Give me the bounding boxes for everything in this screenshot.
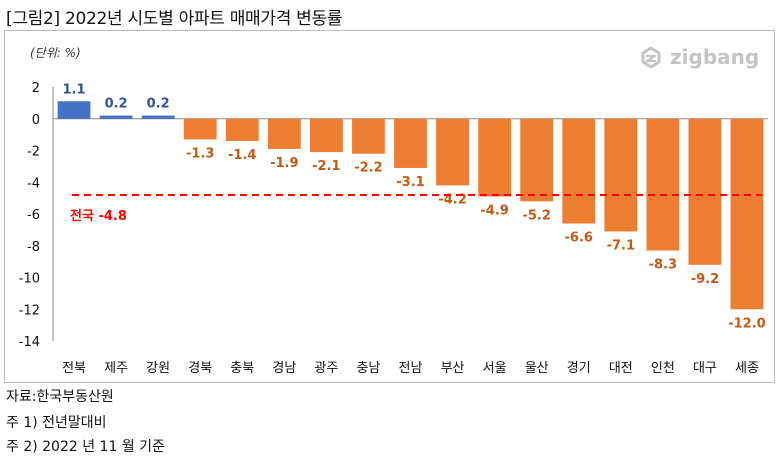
x-tick-label: 부산: [441, 361, 465, 376]
data-label: -5.2: [522, 208, 550, 223]
y-tick-label: -6: [27, 208, 40, 223]
bar-인천: [646, 118, 680, 251]
y-tick-label: -2: [27, 145, 40, 160]
zigbang-logo: zigbang: [638, 44, 759, 70]
bar-충남: [352, 118, 385, 154]
y-tick-label: 0: [32, 113, 40, 128]
bar-광주: [309, 118, 343, 153]
unit-label: (단위: %): [30, 46, 81, 60]
bar-경기: [562, 118, 596, 224]
bar-전북: [57, 101, 91, 119]
x-tick-label: 울산: [525, 361, 549, 376]
x-tick-label: 경북: [188, 361, 212, 376]
figure-title: [그림2] 2022년 시도별 아파트 매매가격 변동률: [6, 9, 343, 29]
data-label: -4.2: [438, 192, 466, 207]
x-tick-label: 충북: [230, 361, 254, 376]
data-label: 0.2: [105, 97, 128, 112]
bar-강원: [141, 115, 175, 119]
bar-울산: [520, 118, 554, 202]
data-label: -1.4: [228, 148, 256, 163]
y-tick-label: -12: [19, 303, 40, 318]
zigbang-logo-icon: [638, 44, 664, 70]
national-average-label: 전국 -4.8: [70, 208, 127, 224]
footnote-2: 주 2) 2022 년 11 월 기준: [6, 439, 165, 455]
x-tick-label: 인천: [651, 361, 675, 376]
bar-경북: [183, 118, 217, 140]
bar-서울: [478, 118, 512, 197]
x-tick-label: 세종: [735, 361, 759, 376]
x-tick-label: 대전: [609, 361, 633, 376]
data-label: -8.3: [649, 258, 677, 273]
data-label: -9.2: [691, 272, 719, 287]
bar-세종: [730, 118, 764, 310]
data-label: -2.1: [312, 159, 340, 174]
bar-제주: [99, 115, 133, 119]
data-label: -12.0: [728, 316, 765, 331]
footnote-1: 주 1) 전년말대비: [6, 415, 107, 431]
x-tick-label: 경남: [272, 361, 296, 376]
x-tick-label: 대구: [693, 361, 717, 376]
x-tick-label: 광주: [314, 361, 338, 376]
data-label: -1.3: [186, 146, 214, 161]
data-label: -1.9: [270, 156, 298, 171]
x-tick-label: 경기: [567, 361, 591, 376]
data-label: -3.1: [396, 175, 424, 190]
y-tick-label: -10: [19, 272, 40, 287]
data-label: 0.2: [147, 97, 170, 112]
bar-전남: [394, 118, 427, 168]
x-tick-label: 충남: [356, 361, 380, 376]
data-label: -7.1: [607, 238, 635, 253]
zigbang-logo-text: zigbang: [670, 45, 760, 69]
y-tick-label: 2: [32, 81, 40, 96]
data-label: 1.1: [63, 82, 86, 97]
bar-경남: [267, 118, 301, 149]
data-label: -4.9: [480, 204, 508, 219]
source-note: 자료:한국부동산원: [6, 389, 114, 405]
data-label: -2.2: [354, 161, 382, 176]
y-tick-label: -4: [27, 176, 40, 191]
data-label: -6.6: [565, 231, 593, 246]
x-tick-label: 전남: [399, 361, 423, 376]
bar-부산: [436, 118, 469, 186]
bar-대전: [604, 118, 638, 232]
x-tick-label: 전북: [62, 361, 86, 376]
x-tick-label: 제주: [104, 361, 128, 376]
chart-frame: [4, 30, 775, 383]
y-tick-label: -14: [19, 335, 40, 350]
y-tick-label: -8: [27, 240, 40, 255]
x-tick-label: 강원: [146, 361, 170, 376]
bar-chart: 2 0 -2 -4 -6 -8 -10 -12 -14 1.1 전북 0.2 제주 0.2 강원 -1.3 경북…: [19, 81, 768, 376]
x-tick-label: 서울: [483, 361, 507, 376]
bar-충북: [225, 118, 259, 141]
bar-대구: [688, 118, 722, 265]
